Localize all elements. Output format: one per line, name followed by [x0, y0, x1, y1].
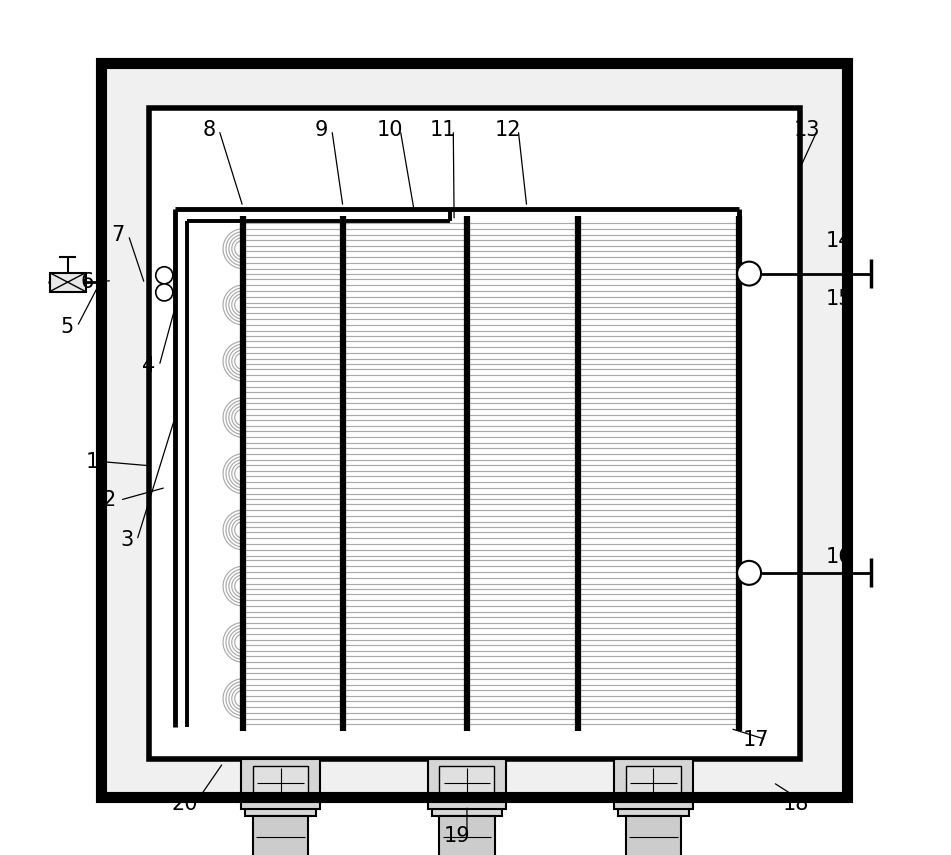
Text: 12: 12: [495, 120, 521, 140]
Text: 6: 6: [81, 272, 94, 292]
Text: 10: 10: [377, 120, 403, 140]
Circle shape: [156, 267, 173, 284]
Bar: [618, 797, 689, 816]
Text: 9: 9: [315, 120, 328, 140]
Text: 8: 8: [203, 120, 215, 140]
Text: 7: 7: [111, 225, 125, 245]
Text: 1: 1: [86, 451, 99, 472]
Bar: [49, 273, 86, 292]
Circle shape: [156, 284, 173, 301]
Text: 4: 4: [143, 356, 156, 376]
Text: 11: 11: [430, 120, 456, 140]
Bar: [626, 766, 681, 800]
Text: 5: 5: [60, 316, 73, 337]
Text: 18: 18: [783, 793, 809, 814]
Text: 15: 15: [825, 289, 852, 310]
Bar: [101, 63, 847, 797]
Bar: [432, 797, 502, 816]
Bar: [626, 816, 681, 855]
Text: 16: 16: [825, 547, 852, 568]
Bar: [439, 766, 495, 800]
Text: 13: 13: [794, 120, 821, 140]
Bar: [253, 816, 308, 855]
Text: 19: 19: [443, 826, 470, 846]
Bar: [614, 759, 692, 809]
Bar: [245, 797, 316, 816]
Bar: [253, 766, 308, 800]
Circle shape: [737, 561, 761, 585]
Circle shape: [737, 262, 761, 286]
Text: 14: 14: [825, 231, 852, 251]
Bar: [242, 759, 320, 809]
Bar: [149, 108, 801, 759]
Text: 2: 2: [103, 490, 116, 510]
Bar: [439, 816, 495, 855]
Bar: [428, 759, 506, 809]
Text: 3: 3: [120, 530, 133, 551]
Bar: [101, 63, 847, 797]
Text: 20: 20: [171, 793, 198, 814]
Text: 17: 17: [743, 729, 769, 750]
